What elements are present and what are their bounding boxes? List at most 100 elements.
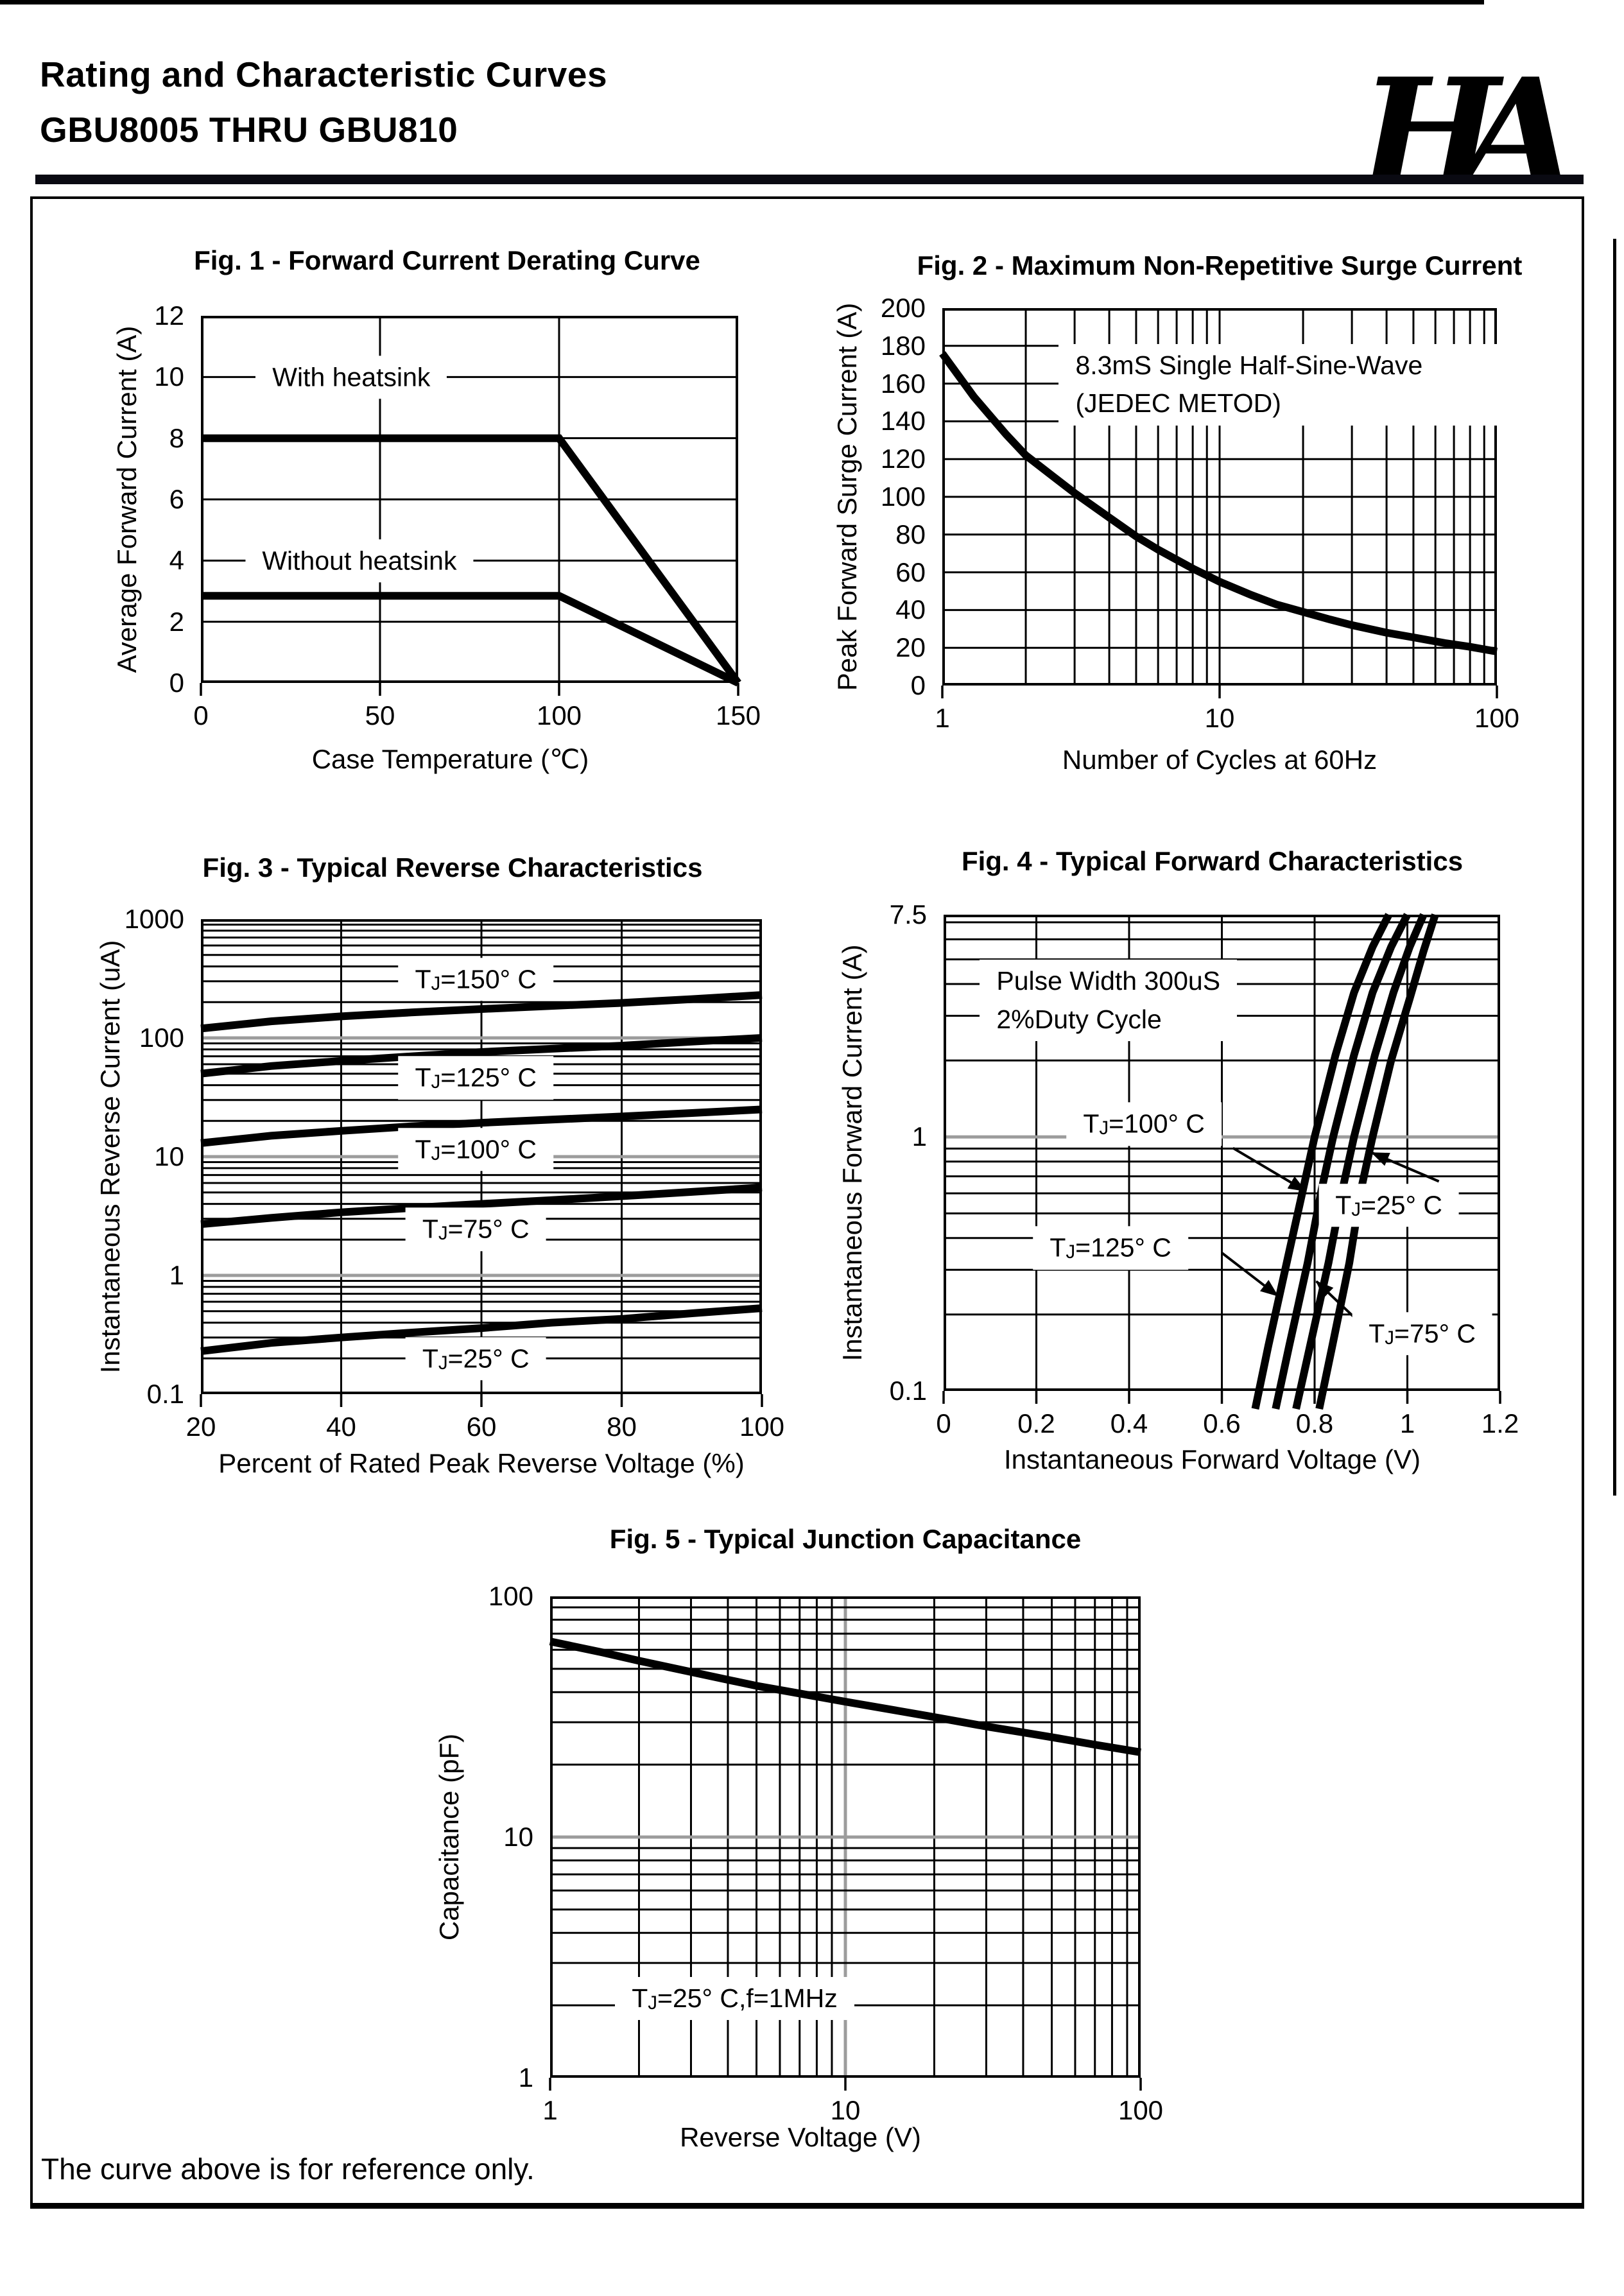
fig1-with-heatsink-label: With heatsink [255, 355, 447, 399]
fig3-tj-75-label: TJ=75° C [405, 1207, 546, 1251]
fig3-xtick-20: 20 [186, 1411, 216, 1442]
fig4-xtick-0.8: 0.8 [1295, 1408, 1334, 1438]
fig5-plot-border [550, 1596, 1141, 2078]
fig2-plot-area: 1 10 100 0 20 40 60 80 100 120 140 160 180 200 8.3mS S… [881, 295, 1519, 732]
fig4-series-tj-100c [1272, 913, 1411, 1410]
fig3-tj-150-label: TJ=150° C [398, 958, 554, 1001]
fig4-plot-border [944, 915, 1500, 1391]
page-title: Rating and Characteristic Curves [40, 55, 608, 94]
fig3-series-tj-150c [200, 991, 763, 1033]
fig3-series-tj-25c [200, 1304, 763, 1356]
fig4-series-tj-75c [1292, 913, 1428, 1410]
fig4-y-axis-label: Instantaneous Forward Current (A) [837, 944, 867, 1361]
fig1-plot-border [201, 316, 738, 683]
fig5-test-condition-note: TJ=25° C,f=1MHz [615, 1976, 854, 2020]
fig2-y-axis-label: Peak Forward Surge Current (A) [832, 302, 862, 691]
header-rule [35, 175, 1584, 184]
fig1-x-axis-label: Case Temperature (℃) [311, 744, 589, 774]
fig1-ytick-6: 6 [169, 484, 184, 514]
manufacturer-logo: HA [1360, 46, 1578, 220]
fig1-xtick-0: 0 [193, 700, 209, 730]
fig1-y-axis-label: Average Forward Current (A) [112, 325, 142, 673]
fig4-tj-75-label: TJ=75° C [1352, 1312, 1492, 1356]
fig2-series-surge-current [939, 351, 1498, 656]
fig5-y-axis-label: Capacitance (pF) [434, 1733, 464, 1941]
fig3-xtick-100: 100 [739, 1411, 785, 1442]
fig4-ytick-1: 1 [911, 1121, 927, 1152]
fig4-ytick-7.5: 7.5 [889, 899, 927, 929]
fig2-xtick-1: 1 [935, 703, 950, 733]
fig2-ytick-20: 20 [895, 632, 926, 663]
fig3-xtick-80: 80 [607, 1411, 637, 1442]
fig1-title: Fig. 1 - Forward Current Derating Curve [194, 245, 700, 275]
fig2-title: Fig. 2 - Maximum Non-Repetitive Surge Cu… [917, 250, 1523, 281]
fig4-callout-arrow-2 [1221, 1252, 1279, 1297]
fig1-ytick-0: 0 [169, 668, 184, 698]
fig3-series-tj-125c [200, 1034, 763, 1078]
fig1-xtick-150: 150 [715, 700, 761, 730]
fig3-title: Fig. 3 - Typical Reverse Characteristics [202, 852, 703, 883]
fig1-ytick-2: 2 [169, 606, 184, 637]
fig2-ytick-140: 140 [880, 406, 926, 436]
fig4-xtick-0.6: 0.6 [1203, 1408, 1241, 1438]
fig3-ytick-1000: 1000 [124, 904, 184, 934]
fig3-xtick-60: 60 [466, 1411, 497, 1442]
fig4-x-axis-label: Instantaneous Forward Voltage (V) [1003, 1444, 1421, 1474]
fig2-ytick-120: 120 [880, 444, 926, 474]
fig4-xtick-1: 1 [1399, 1408, 1415, 1438]
fig2-xtick-100: 100 [1474, 703, 1520, 733]
fig4-ytick-0.1: 0.1 [889, 1376, 927, 1406]
fig3-ytick-0.1: 0.1 [146, 1379, 184, 1409]
fig2-x-axis-label: Number of Cycles at 60Hz [1062, 745, 1378, 775]
fig2-ytick-100: 100 [880, 481, 926, 512]
fig2-ytick-180: 180 [880, 330, 926, 361]
page-top-edge [0, 0, 1484, 4]
fig5-series-junction-capacitance [549, 1637, 1141, 1756]
fig1-series-without-heatsink [201, 592, 740, 687]
fig5-plot-area: 1 10 100 1 10 100 TJ=25° C,f=1MHz [488, 1583, 1163, 2124]
fig3-series-tj-75c [200, 1184, 763, 1229]
fig2-ytick-40: 40 [895, 594, 926, 625]
fig2-ytick-0: 0 [910, 670, 926, 700]
fig1-xtick-100: 100 [536, 700, 582, 730]
fig2-ytick-160: 160 [880, 368, 926, 399]
fig4-xtick-0: 0 [936, 1408, 951, 1438]
fig1-ytick-8: 8 [169, 422, 184, 453]
fig3-series-tj-100c [200, 1105, 763, 1147]
fig5-ytick-1: 1 [518, 2062, 533, 2093]
fig1-ytick-4: 4 [169, 545, 184, 576]
fig1-plot-svg [200, 316, 741, 696]
fig1-series-with-heatsink [201, 434, 741, 686]
fig4-callout-arrow-1 [1370, 1152, 1440, 1183]
fig4-title: Fig. 4 - Typical Forward Characteristics [961, 846, 1464, 876]
fig4-xtick-1.2: 1.2 [1481, 1408, 1519, 1438]
page-right-edge [1613, 239, 1616, 1496]
fig3-x-axis-label: Percent of Rated Peak Reverse Voltage (%… [218, 1448, 745, 1478]
fig4-xtick-0.4: 0.4 [1110, 1408, 1148, 1438]
fig4-series-tj-125c [1251, 913, 1392, 1410]
part-number-range: GBU8005 THRU GBU810 [40, 110, 458, 150]
fig5-title: Fig. 5 - Typical Junction Capacitance [609, 1524, 1082, 1554]
fig3-tj-125-label: TJ=125° C [398, 1056, 554, 1100]
fig3-ytick-100: 100 [139, 1023, 184, 1053]
fig2-ytick-60: 60 [895, 557, 926, 587]
fig4-plot-area: 0 0.2 0.4 0.6 0.8 1 1.2 0.1 1 7.5 Pulse Width 300u… [890, 901, 1519, 1437]
fig3-xtick-40: 40 [326, 1411, 356, 1442]
fig3-plot-border [201, 919, 762, 1394]
fig2-ytick-80: 80 [895, 519, 926, 549]
fig3-tj-100-label: TJ=100° C [398, 1128, 554, 1171]
fig5-ytick-10: 10 [503, 1822, 533, 1852]
fig5-xtick-1: 1 [542, 2095, 558, 2125]
fig1-without-heatsink-label: Without heatsink [245, 539, 474, 583]
fig3-ytick-10: 10 [154, 1141, 184, 1171]
fig4-callout-arrow-0 [1232, 1146, 1307, 1193]
fig2-test-condition-note: 8.3mS Single Half-Sine-Wave (JEDEC METOD) [1058, 343, 1503, 426]
fig4-xtick-0.2: 0.2 [1017, 1408, 1055, 1438]
fig4-tj-125-label: TJ=125° C [1033, 1226, 1188, 1270]
fig3-tj-25-label: TJ=25° C [405, 1336, 546, 1381]
fig5-xtick-100: 100 [1118, 2095, 1164, 2125]
fig2-xtick-10: 10 [1204, 703, 1235, 733]
fig5-xtick-10: 10 [830, 2095, 861, 2125]
fig3-plot-area: 20 40 60 80 100 0.1 1 10 100 1000 TJ=150° C TJ=125°… [125, 906, 784, 1440]
